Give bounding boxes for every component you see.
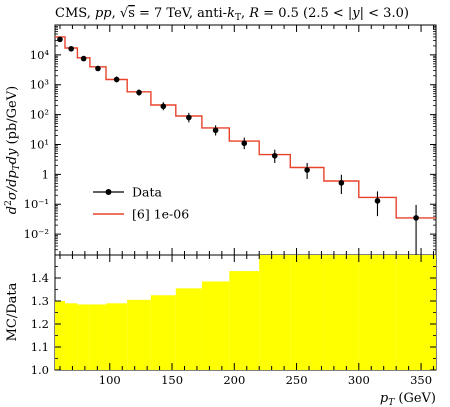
chart-title: CMS, pp, √s = 7 TeV, anti-kT, R = 0.5 (2…	[55, 6, 409, 23]
ratio-bar	[55, 301, 65, 370]
y-tick-label: 10¹	[30, 137, 49, 151]
data-point	[95, 65, 101, 72]
x-tick-label: 350	[410, 373, 432, 387]
ratio-bar	[358, 255, 397, 370]
ratio-bar	[259, 255, 291, 370]
ratio-y-tick-label: 1.2	[31, 317, 49, 331]
x-axis-label: pT (GeV)	[380, 391, 436, 407]
mc-histogram-group	[55, 36, 436, 219]
x-tick-label: 100	[99, 373, 121, 387]
ratio-y-tick-label: 1.0	[31, 363, 49, 377]
ratio-y-tick-label: 1.3	[31, 294, 49, 308]
x-tick-label: 300	[348, 373, 370, 387]
ratio-bar	[89, 304, 107, 370]
main-y-axis-label: d2σ/dpTdy (pb/GeV)	[4, 86, 22, 214]
ratio-bar	[323, 255, 359, 370]
ratio-bar	[201, 281, 230, 370]
y-tick-label: 10⁻¹	[24, 197, 49, 211]
main-y-ticks: 10⁴ 10³ 10² 10¹ 1 10⁻¹ 10⁻²	[24, 25, 436, 251]
ratio-y-tick-label: 1.4	[31, 271, 49, 285]
data-point	[374, 198, 381, 204]
legend-data-label: Data	[132, 185, 162, 200]
ratio-bar	[150, 295, 176, 370]
ratio-bar	[64, 303, 78, 370]
ratio-y-axis-label: MC/Data	[5, 282, 20, 341]
data-point	[136, 89, 142, 96]
x-tick-label: 150	[161, 373, 183, 387]
y-tick-label: 1	[42, 167, 49, 181]
y-tick-label: 10⁴	[30, 48, 50, 62]
data-point	[186, 114, 192, 121]
y-tick-label: 10³	[30, 78, 50, 92]
x-tick-label: 200	[223, 373, 245, 387]
data-point	[80, 55, 87, 62]
legend-mc-label: [6] 1e-06	[132, 207, 189, 222]
ratio-bar	[127, 299, 151, 370]
data-point	[57, 36, 63, 43]
main-plot-frame	[54, 24, 437, 256]
legend-data-marker	[105, 189, 112, 195]
data-point	[113, 76, 120, 83]
data-point	[160, 103, 167, 110]
data-point	[68, 45, 74, 52]
data-point	[413, 215, 419, 221]
x-tick-label: 250	[286, 373, 308, 387]
data-points-group	[57, 36, 419, 255]
data-point	[212, 127, 219, 134]
data-point	[271, 152, 278, 159]
data-point	[241, 140, 248, 147]
mc-histogram-line	[55, 36, 436, 219]
legend: Data [6] 1e-06	[93, 185, 189, 222]
ratio-y-tick-label: 1.1	[31, 340, 49, 354]
ratio-band-group	[55, 255, 436, 370]
ratio-bar	[77, 304, 90, 370]
ratio-bar	[175, 288, 202, 370]
ratio-bar	[106, 303, 128, 370]
y-tick-label: 10²	[30, 108, 49, 122]
data-point	[338, 180, 345, 186]
ratio-bar	[290, 255, 324, 370]
data-point	[304, 167, 310, 173]
ratio-bar	[229, 271, 260, 370]
ratio-bar	[396, 255, 436, 370]
ratio-ticks: 100 150 200 250 300 350 1.0 1.1 1.2 1.3 1.4	[31, 25, 436, 387]
y-tick-label: 10⁻²	[24, 227, 49, 241]
